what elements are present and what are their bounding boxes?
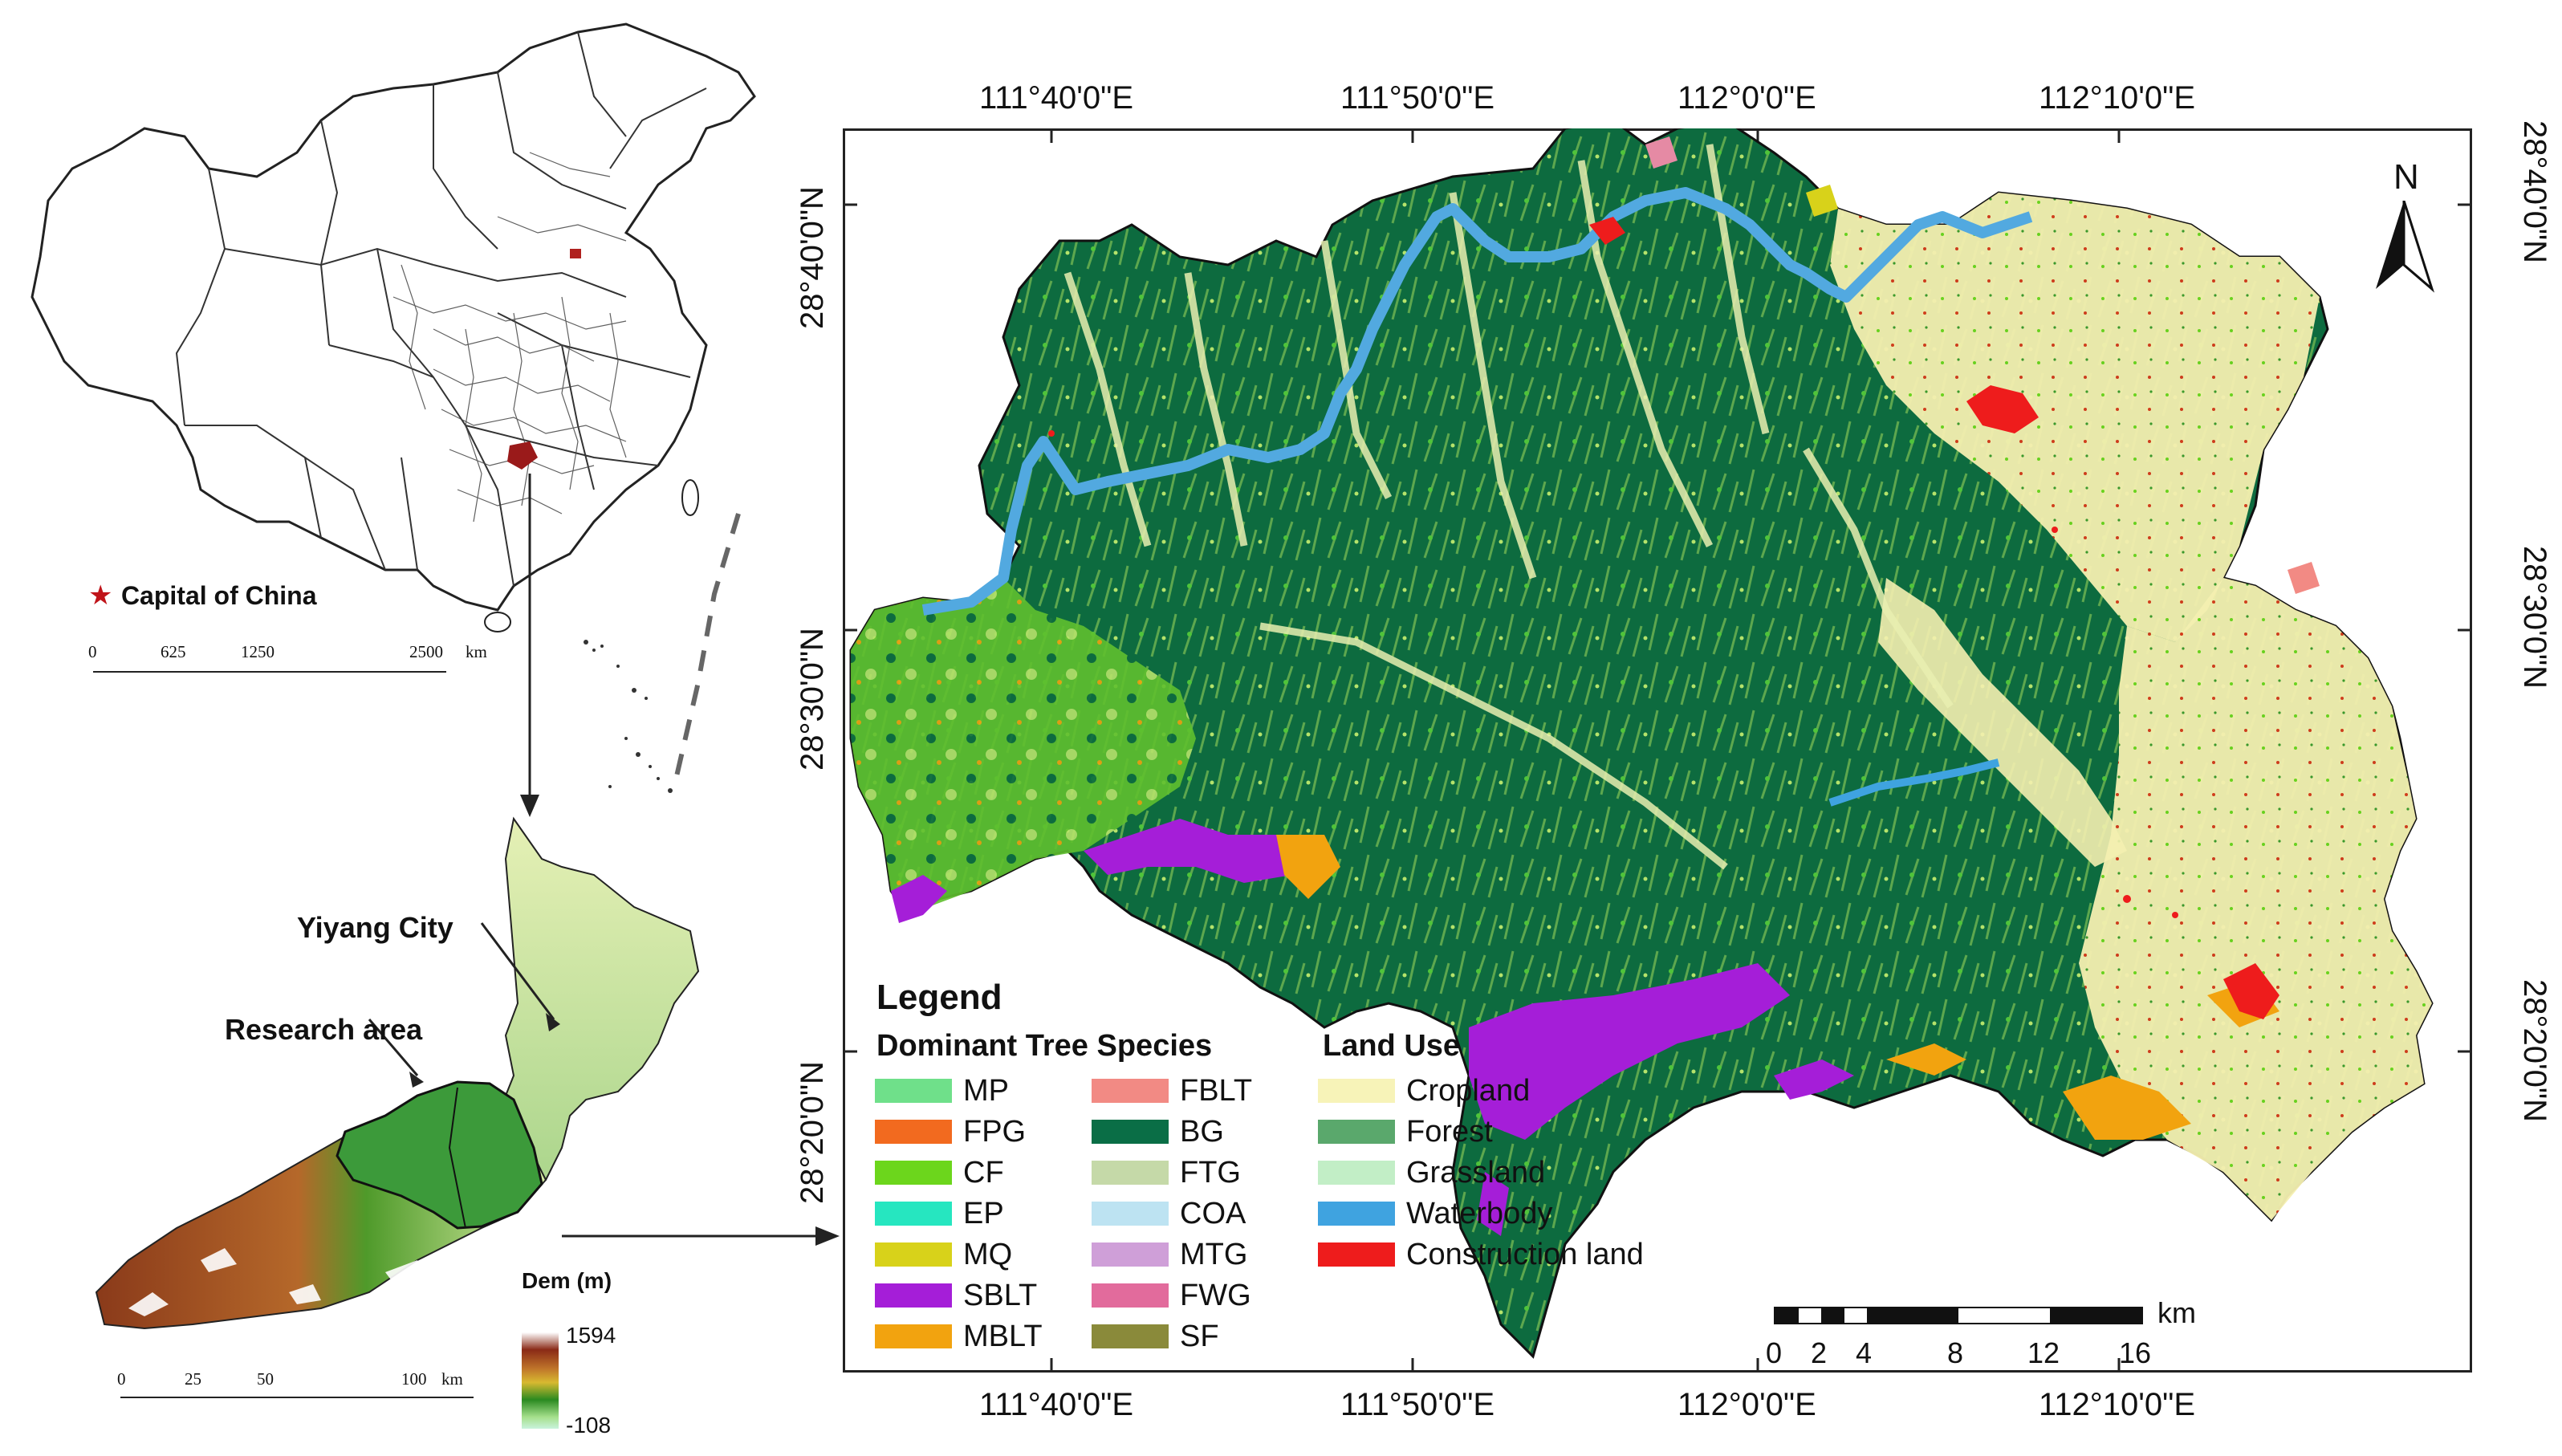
- main-scale-unit: km: [2157, 1296, 2196, 1329]
- species-label-mblt: MBLT: [963, 1320, 1043, 1353]
- north-arrow-icon: [2376, 201, 2435, 293]
- species-label-bg: BG: [1180, 1115, 1224, 1149]
- species-label-sblt: SBLT: [963, 1279, 1038, 1312]
- landuse-title: Land Use: [1323, 1029, 1461, 1063]
- species-swatch-coa: [1092, 1202, 1169, 1226]
- species-swatch-cf: [875, 1161, 952, 1185]
- top-lon-label-4: 112°10'0"E: [2039, 80, 2196, 116]
- landuse-swatch-waterbody: [1318, 1202, 1395, 1226]
- land-use-map: [849, 128, 2434, 1359]
- landuse-label-construction-land: Construction land: [1406, 1238, 1644, 1271]
- landuse-label-cropland: Cropland: [1406, 1074, 1531, 1108]
- species-swatch-ftg: [1092, 1161, 1169, 1185]
- landuse-swatch-cropland: [1318, 1079, 1395, 1103]
- arrow-to-main-map: [562, 1226, 840, 1246]
- yiyang-city-label: Yiyang City: [297, 911, 453, 944]
- species-label-mp: MP: [963, 1074, 1009, 1108]
- dem-scale-0: 0: [117, 1369, 126, 1389]
- main-scale-16: 16: [2119, 1336, 2152, 1369]
- bottom-lon-label-2: 111°50'0"E: [1340, 1387, 1495, 1422]
- china-scale-unit: km: [466, 642, 487, 661]
- china-scale-2500: 2500: [409, 642, 443, 661]
- right-lat-label-2: 28°30'0"N: [2517, 546, 2552, 689]
- landuse-swatch-grassland: [1318, 1161, 1395, 1185]
- landuse-label-grassland: Grassland: [1406, 1156, 1546, 1190]
- species-swatch-ep: [875, 1202, 952, 1226]
- dem-title: Dem (m): [522, 1268, 612, 1293]
- china-scale-0: 0: [88, 642, 97, 661]
- top-lon-label-3: 112°0'0"E: [1678, 80, 1816, 116]
- species-swatch-mtg: [1092, 1242, 1169, 1267]
- species-label-fwg: FWG: [1180, 1279, 1251, 1312]
- landuse-label-waterbody: Waterbody: [1406, 1197, 1553, 1230]
- main-scale-0: 0: [1766, 1336, 1783, 1369]
- landuse-swatch-construction-land: [1318, 1242, 1395, 1267]
- main-scale-8: 8: [1947, 1336, 1964, 1369]
- star-icon: ★: [88, 580, 113, 611]
- china-scale-625: 625: [161, 642, 186, 661]
- main-scale-4: 4: [1856, 1336, 1873, 1369]
- species-swatch-sblt: [875, 1283, 952, 1308]
- china-scale-1250: 1250: [241, 642, 274, 661]
- main-scale-bar: [1774, 1307, 2191, 1331]
- legend-title: Legend: [876, 978, 1002, 1017]
- dem-scale-50: 50: [257, 1369, 274, 1389]
- species-label-ep: EP: [963, 1197, 1004, 1230]
- right-lat-label-3: 28°20'0"N: [2517, 979, 2552, 1122]
- bottom-lon-label-3: 112°0'0"E: [1678, 1387, 1816, 1422]
- dem-scale-bar: 0 25 50 100 km: [117, 1364, 522, 1421]
- left-lat-label-2: 28°30'0"N: [795, 628, 830, 771]
- dem-max-value: 1594: [566, 1323, 616, 1348]
- china-overview-map: [31, 22, 756, 632]
- species-label-mq: MQ: [963, 1238, 1013, 1271]
- species-title: Dominant Tree Species: [876, 1029, 1213, 1063]
- research-area-label: Research area: [225, 1013, 423, 1046]
- species-swatch-mp: [875, 1079, 952, 1103]
- connector-lines: [520, 474, 741, 817]
- dem-min-value: -108: [566, 1413, 612, 1438]
- species-swatch-fblt: [1092, 1079, 1169, 1103]
- main-scale-2: 2: [1811, 1336, 1828, 1369]
- top-lon-label-2: 111°50'0"E: [1340, 80, 1495, 116]
- dem-scale-25: 25: [185, 1369, 201, 1389]
- landuse-swatch-forest: [1318, 1120, 1395, 1144]
- species-label-cf: CF: [963, 1156, 1004, 1190]
- landuse-label-forest: Forest: [1406, 1115, 1493, 1149]
- dem-scale-100: 100: [401, 1369, 427, 1389]
- right-lat-label-1: 28°40'0"N: [2517, 120, 2552, 263]
- main-scale-12: 12: [2027, 1336, 2060, 1369]
- species-swatch-mq: [875, 1242, 952, 1267]
- china-scale-bar: 0 625 1250 2500 km: [88, 642, 487, 674]
- left-lat-label-3: 28°20'0"N: [795, 1061, 830, 1204]
- north-label: N: [2393, 157, 2419, 197]
- species-swatch-fpg: [875, 1120, 952, 1144]
- dem-scale-unit: km: [441, 1369, 463, 1389]
- yiyang-dem-map: [95, 816, 700, 1330]
- bottom-lon-label-1: 111°40'0"E: [979, 1387, 1134, 1422]
- capital-label: Capital of China: [120, 581, 317, 610]
- species-swatch-sf: [1092, 1324, 1169, 1348]
- dem-color-ramp: [522, 1332, 559, 1429]
- species-swatch-bg: [1092, 1120, 1169, 1144]
- species-label-ftg: FTG: [1180, 1156, 1241, 1190]
- species-swatch-mblt: [875, 1324, 952, 1348]
- top-lon-label-1: 111°40'0"E: [979, 80, 1134, 116]
- left-lat-label-1: 28°40'0"N: [795, 186, 830, 329]
- capital-legend: ★ Capital of China: [88, 580, 317, 612]
- species-swatch-fwg: [1092, 1283, 1169, 1308]
- species-label-mtg: MTG: [1180, 1238, 1248, 1271]
- bottom-lon-label-4: 112°10'0"E: [2039, 1387, 2196, 1422]
- species-label-fpg: FPG: [963, 1115, 1027, 1149]
- species-label-sf: SF: [1180, 1320, 1219, 1353]
- species-label-coa: COA: [1180, 1197, 1246, 1230]
- species-label-fblt: FBLT: [1180, 1074, 1253, 1108]
